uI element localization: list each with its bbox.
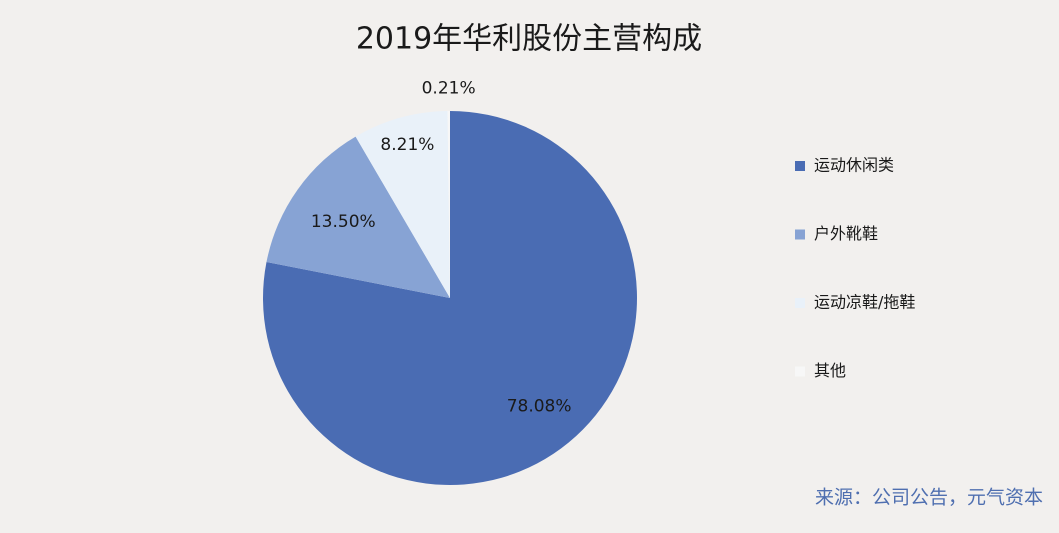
legend-label: 其他: [814, 361, 846, 380]
legend-label: 运动休闲类: [814, 156, 894, 175]
data-label: 0.21%: [422, 79, 476, 99]
chart-title: 2019年华利股份主营构成: [356, 22, 702, 57]
legend-swatch: [795, 229, 805, 240]
data-label: 78.08%: [507, 396, 572, 416]
pie-slice: [263, 111, 638, 486]
source-note: 来源：公司公告，元气资本: [815, 487, 1043, 509]
legend-label: 运动凉鞋/拖鞋: [814, 293, 915, 312]
pie-slice: [266, 136, 450, 298]
pie-slice: [355, 111, 450, 298]
legend-swatch: [795, 161, 805, 171]
legend-swatch: [795, 366, 805, 377]
data-label: 8.21%: [380, 135, 434, 155]
legend-label: 户外靴鞋: [814, 224, 878, 243]
data-label: 13.50%: [311, 212, 376, 232]
pie-slice: [447, 111, 450, 298]
legend-swatch: [795, 298, 805, 308]
